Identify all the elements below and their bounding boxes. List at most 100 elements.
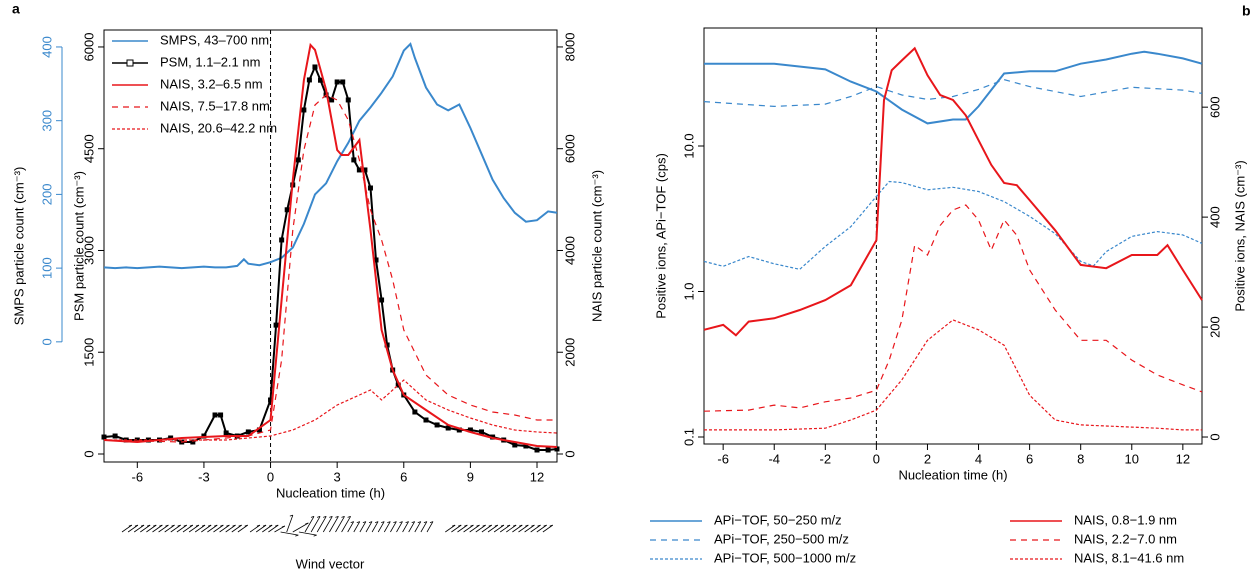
wind-arrow-head <box>476 524 480 527</box>
plot-frame <box>103 29 558 463</box>
wind-arrow <box>280 531 299 536</box>
wind-arrow-head <box>494 524 498 527</box>
wind-arrow <box>524 524 535 533</box>
wind-arrow <box>347 521 355 533</box>
wind-arrow-head <box>310 516 315 518</box>
wind-arrow-head <box>189 524 193 527</box>
wind-arrow <box>481 524 492 533</box>
wind-arrow <box>506 524 517 533</box>
wind-arrow <box>341 516 351 533</box>
wind-arrow <box>207 524 218 533</box>
wind-arrow-head <box>381 521 385 523</box>
y-tick-label: 0 <box>1207 433 1222 440</box>
wind-arrow-head <box>147 524 151 527</box>
wind-arrow-head <box>165 524 169 527</box>
point-marker <box>101 434 107 440</box>
legend-label: NAIS, 2.2−7.0 nm <box>1074 531 1177 546</box>
wind-arrow-head <box>208 524 212 527</box>
x-tick-label: 6 <box>400 469 407 484</box>
point-marker <box>523 443 529 449</box>
y-tick-label: 0 <box>39 338 54 345</box>
wind-arrow <box>402 521 409 533</box>
y-tick-label: 0 <box>81 450 96 457</box>
point-marker <box>356 167 362 173</box>
wind-arrow-head <box>201 524 206 527</box>
x-tick-label: -2 <box>820 451 832 466</box>
series-line <box>104 379 558 441</box>
wind-arrow <box>188 524 200 533</box>
wind-arrow-head <box>183 524 187 527</box>
wind-arrow <box>231 524 242 533</box>
point-marker <box>273 322 279 328</box>
wind-arrow-head <box>417 521 421 523</box>
panel-label: a <box>12 1 20 17</box>
wind-arrow <box>268 524 279 533</box>
legend-label: NAIS, 7.5–17.8 nm <box>160 98 270 113</box>
point-marker <box>456 427 462 433</box>
wind-arrow-head <box>537 524 541 527</box>
x-tick-label: 3 <box>334 469 341 484</box>
y-tick-label: 4500 <box>81 134 96 163</box>
wind-arrow-head <box>423 521 428 523</box>
wind-arrow-head <box>429 521 434 523</box>
wind-arrow-head <box>262 524 267 527</box>
wind-arrow <box>170 524 181 533</box>
wind-arrow <box>493 524 505 533</box>
wind-arrow-head <box>305 522 309 525</box>
wind-arrow-head <box>531 524 535 527</box>
wind-arrow <box>237 524 248 533</box>
wind-arrow <box>487 524 499 533</box>
wind-arrow <box>469 524 480 533</box>
point-marker <box>279 237 285 243</box>
x-tick-label: -6 <box>717 451 729 466</box>
wind-arrow <box>530 524 541 533</box>
x-tick-label: 0 <box>873 451 880 466</box>
wind-arrow-head <box>238 524 242 527</box>
wind-arrow <box>133 524 145 533</box>
y-axis-title: NAIS particle count (cm⁻³) <box>589 170 604 322</box>
point-marker <box>479 429 484 435</box>
wind-arrow <box>255 524 267 533</box>
wind-arrow-head <box>295 534 299 537</box>
wind-arrow <box>445 524 456 533</box>
wind-arrow-head <box>506 524 511 527</box>
series-line <box>703 46 1203 337</box>
point-marker <box>379 297 385 303</box>
point-marker <box>223 430 229 436</box>
wind-arrow <box>377 521 385 533</box>
wind-arrow <box>475 524 486 533</box>
wind-arrow-head <box>323 516 327 518</box>
wind-arrow-head <box>134 524 139 527</box>
wind-arrow-head <box>393 521 397 523</box>
wind-arrow <box>127 524 139 533</box>
y-tick-label: 400 <box>1207 206 1222 228</box>
wind-arrow <box>322 516 333 533</box>
point-marker <box>212 412 218 418</box>
point-marker <box>329 97 335 103</box>
x-tick-label: 2 <box>924 451 931 466</box>
wind-arrow-head <box>289 514 293 517</box>
legend-label: NAIS, 3.2–6.5 nm <box>160 76 263 91</box>
point-marker <box>534 447 540 453</box>
point-marker <box>423 417 429 423</box>
point-marker <box>334 79 340 85</box>
wind-arrow-head <box>128 524 132 527</box>
x-tick-label: 10 <box>1125 451 1139 466</box>
y-tick-label: 6000 <box>81 32 96 61</box>
y-axis-title: SMPS particle count (cm⁻³) <box>11 167 26 326</box>
wind-arrow <box>451 524 462 533</box>
series-line <box>704 50 1203 125</box>
wind-arrow-head <box>140 524 145 527</box>
wind-arrow-head <box>335 516 339 518</box>
point-marker <box>373 257 379 263</box>
wind-arrow <box>518 524 529 533</box>
wind-arrow <box>396 521 403 533</box>
wind-arrow-head <box>171 524 175 527</box>
y-tick-label: 6000 <box>562 134 577 163</box>
y-tick-label: 10.0 <box>681 133 696 158</box>
series-line <box>103 94 557 443</box>
point-marker <box>345 97 351 103</box>
x-tick-label: 12 <box>1176 451 1190 466</box>
wind-arrow-head <box>368 521 373 523</box>
point-marker <box>554 446 560 452</box>
